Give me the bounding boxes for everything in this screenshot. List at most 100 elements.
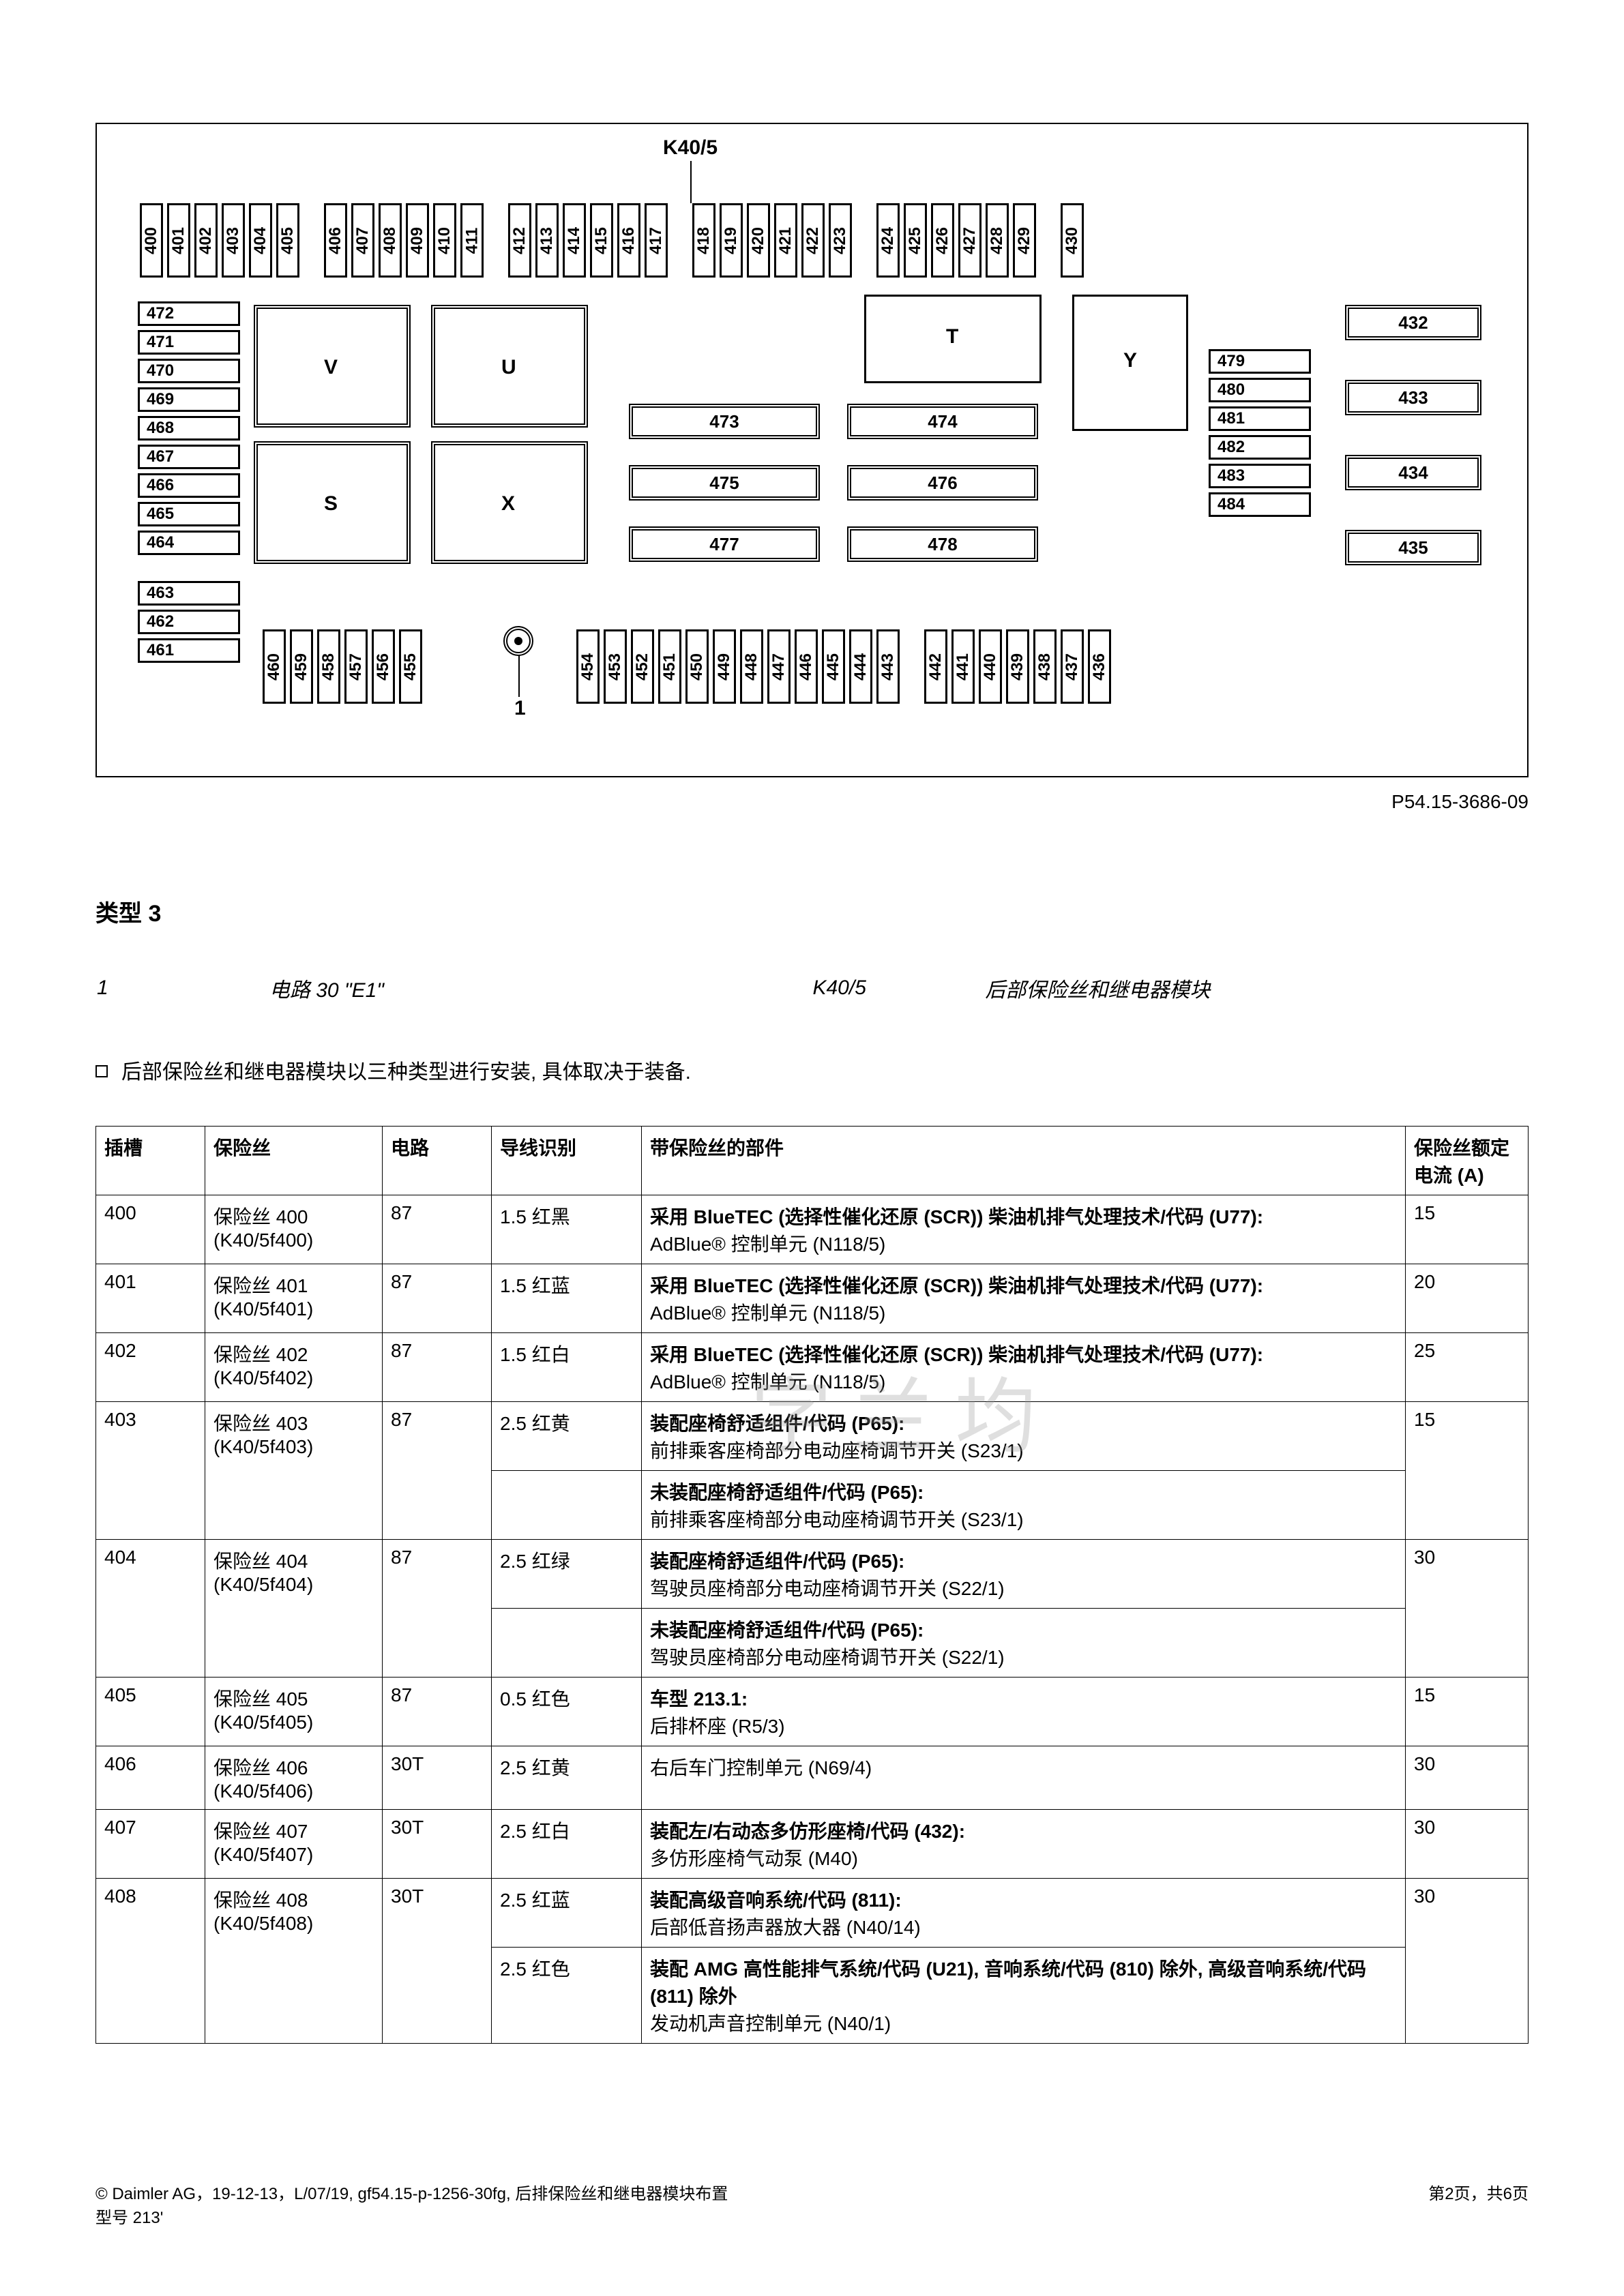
note-line: 后部保险丝和继电器模块以三种类型进行安装, 具体取决于装备. <box>95 1055 1529 1085</box>
fuse-410: 410 <box>433 203 456 278</box>
fuse-439: 439 <box>1006 629 1029 704</box>
fuse-405: 405 <box>276 203 299 278</box>
fuse-482: 482 <box>1209 435 1311 460</box>
table-header-row: 插槽 保险丝 电路 导线识别 带保险丝的部件 保险丝额定电流 (A) <box>96 1127 1529 1195</box>
fuse-table: 插槽 保险丝 电路 导线识别 带保险丝的部件 保险丝额定电流 (A) 400保险… <box>95 1126 1529 2044</box>
fuse-460: 460 <box>263 629 286 704</box>
fuse-432: 432 <box>1345 305 1481 340</box>
fuse-421: 421 <box>774 203 797 278</box>
fuse-468: 468 <box>138 416 240 441</box>
fuse-407: 407 <box>351 203 374 278</box>
table-row: 404保险丝 404 (K40/5f404)872.5 红绿装配座椅舒适组件/代… <box>96 1540 1529 1609</box>
fuse-440: 440 <box>979 629 1002 704</box>
fuse-477: 477 <box>629 526 820 562</box>
fuse-406: 406 <box>324 203 347 278</box>
fuse-415: 415 <box>590 203 613 278</box>
footer-page: 第2页，共6页 <box>1428 2180 1529 2228</box>
table-body: 400保险丝 400 (K40/5f400)871.5 红黑采用 BlueTEC… <box>96 1195 1529 2044</box>
fuse-479: 479 <box>1209 349 1311 374</box>
fuse-403: 403 <box>222 203 245 278</box>
footer: © Daimler AG，19-12-13，L/07/19, gf54.15-p… <box>95 2180 1529 2228</box>
k40-pointer <box>690 161 692 203</box>
fuse-474: 474 <box>847 404 1038 439</box>
table-row: 402保险丝 402 (K40/5f402)871.5 红白采用 BlueTEC… <box>96 1333 1529 1402</box>
fuse-408: 408 <box>379 203 402 278</box>
fuse-442: 442 <box>924 629 947 704</box>
top-fuse-row: 4004014024034044054064074084094104114124… <box>138 203 1086 278</box>
fuse-483: 483 <box>1209 464 1311 488</box>
fuse-478: 478 <box>847 526 1038 562</box>
fuse-435: 435 <box>1345 530 1481 565</box>
label-u: U <box>501 356 516 379</box>
fuse-411: 411 <box>460 203 484 278</box>
fuse-425: 425 <box>904 203 927 278</box>
fuse-472: 472 <box>138 301 240 326</box>
legend: 1 电路 30 "E1" K40/5 后部保险丝和继电器模块 <box>95 969 1529 1007</box>
fuse-433: 433 <box>1345 380 1481 415</box>
fuse-445: 445 <box>822 629 845 704</box>
fuse-462: 462 <box>138 610 240 634</box>
table-row: 403保险丝 403 (K40/5f403)872.5 红黄装配座椅舒适组件/代… <box>96 1402 1529 1471</box>
fuse-467: 467 <box>138 445 240 469</box>
left-stack-lower: 463 462 461 <box>138 581 240 663</box>
fuse-430: 430 <box>1061 203 1084 278</box>
right-stack-a: 479480481482483484 <box>1209 349 1311 517</box>
fuse-451: 451 <box>658 629 681 704</box>
fuse-475: 475 <box>629 465 820 501</box>
fuse-461: 461 <box>138 638 240 663</box>
fuse-438: 438 <box>1033 629 1057 704</box>
label-s: S <box>324 492 338 516</box>
fuse-401: 401 <box>167 203 190 278</box>
fuse-447: 447 <box>767 629 791 704</box>
fuse-422: 422 <box>801 203 825 278</box>
fuse-417: 417 <box>645 203 668 278</box>
fuse-463: 463 <box>138 581 240 606</box>
fuse-426: 426 <box>931 203 954 278</box>
fuse-450: 450 <box>685 629 709 704</box>
fuse-471: 471 <box>138 330 240 355</box>
fuse-473: 473 <box>629 404 820 439</box>
fuse-448: 448 <box>740 629 763 704</box>
table-row: 406保险丝 406 (K40/5f406)30T2.5 红黄右后车门控制单元 … <box>96 1746 1529 1810</box>
fuse-428: 428 <box>986 203 1009 278</box>
fuse-418: 418 <box>692 203 715 278</box>
th-comp: 带保险丝的部件 <box>642 1127 1406 1195</box>
bot-fuse-row: 4604594584574564554544534524514504494484… <box>261 629 1113 704</box>
table-row: 407保险丝 407 (K40/5f407)30T2.5 红白装配左/右动态多仿… <box>96 1810 1529 1879</box>
diagram-frame: K40/5 4004014024034044054064074084094104… <box>95 123 1529 777</box>
fuse-443: 443 <box>876 629 900 704</box>
fuse-423: 423 <box>829 203 852 278</box>
footer-model: 型号 213' <box>95 2204 728 2228</box>
th-fuse: 保险丝 <box>205 1127 383 1195</box>
fuse-416: 416 <box>617 203 640 278</box>
fuse-453: 453 <box>604 629 627 704</box>
fuse-444: 444 <box>849 629 872 704</box>
fuse-446: 446 <box>795 629 818 704</box>
footer-left: © Daimler AG，19-12-13，L/07/19, gf54.15-p… <box>95 2180 728 2228</box>
fuse-449: 449 <box>713 629 736 704</box>
fuse-466: 466 <box>138 473 240 498</box>
fuse-436: 436 <box>1088 629 1111 704</box>
footer-copyright: © Daimler AG，19-12-13，L/07/19, gf54.15-p… <box>95 2180 728 2204</box>
fuse-414: 414 <box>563 203 586 278</box>
table-row: 405保险丝 405 (K40/5f405)870.5 红色车型 213.1:后… <box>96 1678 1529 1746</box>
section-title: 类型 3 <box>95 895 1529 928</box>
fuse-481: 481 <box>1209 406 1311 431</box>
th-slot: 插槽 <box>96 1127 205 1195</box>
th-wire: 导线识别 <box>492 1127 642 1195</box>
fuse-427: 427 <box>958 203 981 278</box>
fuse-480: 480 <box>1209 378 1311 402</box>
bullet-icon <box>95 1065 108 1077</box>
left-stack-upper: 472471470469468467466465464 <box>138 301 240 555</box>
note-text: 后部保险丝和继电器模块以三种类型进行安装, 具体取决于装备. <box>121 1061 691 1084</box>
page: K40/5 4004014024034044054064074084094104… <box>0 0 1624 2296</box>
fuse-424: 424 <box>876 203 900 278</box>
legend-key-1: K40/5 <box>812 970 984 1006</box>
fuse-469: 469 <box>138 387 240 412</box>
fuse-434: 434 <box>1345 455 1481 490</box>
fuse-456: 456 <box>372 629 395 704</box>
fuse-400: 400 <box>140 203 163 278</box>
legend-val-0: 电路 30 "E1" <box>269 970 812 1006</box>
fuse-402: 402 <box>194 203 218 278</box>
fuse-441: 441 <box>951 629 975 704</box>
